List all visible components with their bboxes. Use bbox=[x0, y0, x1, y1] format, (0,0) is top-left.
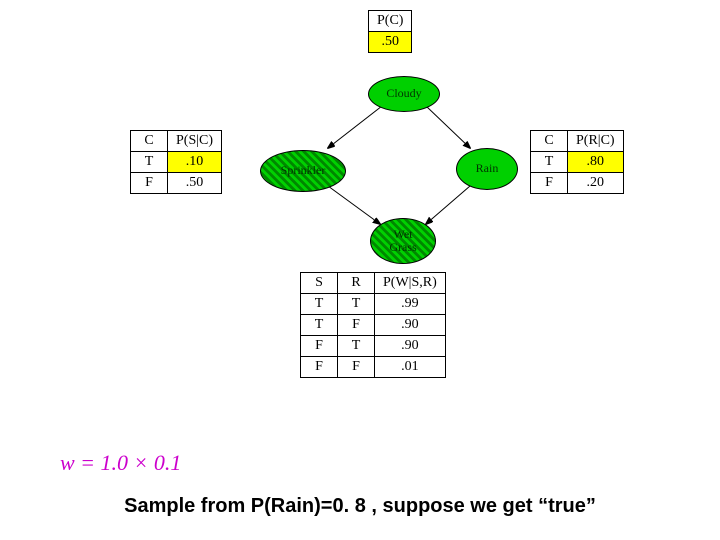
edges bbox=[130, 10, 610, 410]
bayes-net-diagram: P(C) .50 C P(S|C) T .10 F .50 C P(R|C) T… bbox=[130, 10, 610, 410]
node-sprinkler: Sprinkler bbox=[260, 150, 346, 192]
node-cloudy: Cloudy bbox=[368, 76, 440, 112]
node-label: Rain bbox=[476, 162, 499, 175]
node-label: Sprinkler bbox=[281, 164, 326, 177]
node-wetgrass: Wet Grass bbox=[370, 218, 436, 264]
node-label: Cloudy bbox=[386, 87, 421, 100]
node-rain: Rain bbox=[456, 148, 518, 190]
weight-formula: w = 1.0 × 0.1 bbox=[60, 450, 181, 476]
caption-text: Sample from P(Rain)=0. 8 , suppose we ge… bbox=[0, 495, 720, 518]
node-label: Wet Grass bbox=[389, 228, 416, 254]
